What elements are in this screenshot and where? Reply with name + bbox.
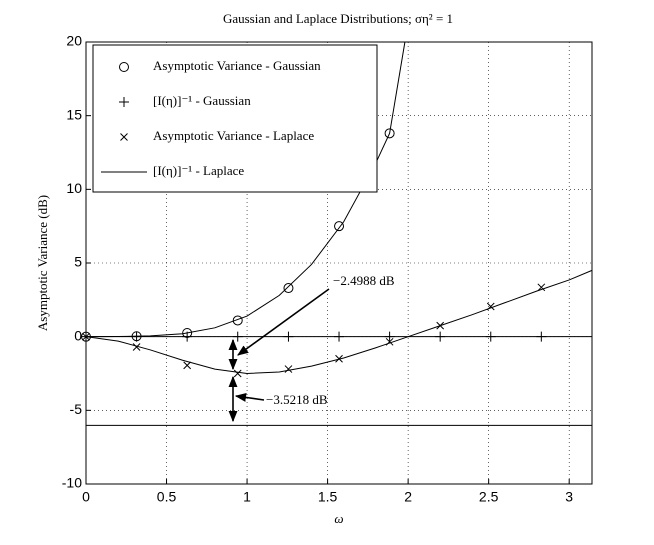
marker: [232, 331, 243, 342]
y-tick-label: 0: [74, 327, 82, 343]
plot-frame: [85, 41, 593, 485]
y-tick-label: 10: [66, 180, 82, 196]
marker: [536, 331, 547, 342]
series-line: [85, 269, 593, 375]
marker: [283, 283, 294, 294]
x-axis-label: ω: [334, 511, 343, 526]
y-tick-label: -10: [62, 475, 82, 491]
marker: [334, 331, 345, 342]
marker: [119, 97, 129, 107]
x-tick-label: 2: [404, 489, 412, 505]
y-tick-label: 5: [74, 254, 82, 270]
y-tick-label: 15: [66, 106, 82, 122]
legend-label: Asymptotic Variance - Gaussian: [153, 58, 321, 73]
x-tick-label: 3: [565, 489, 573, 505]
annotation: −3.5218 dB: [266, 392, 328, 407]
x-tick-label: 0.5: [157, 489, 177, 505]
marker: [120, 133, 128, 141]
y-axis-label: Asymptotic Variance (dB): [35, 195, 50, 331]
annotation-arrows: [228, 288, 330, 423]
marker: [537, 283, 546, 292]
marker: [284, 365, 293, 373]
marker: [283, 331, 294, 342]
legend-label: Asymptotic Variance - Laplace: [153, 128, 314, 143]
legend-label: [I(η)]⁻¹ - Laplace: [153, 163, 244, 178]
marker: [132, 343, 141, 351]
marker: [485, 331, 496, 342]
marker: [233, 369, 242, 378]
marker: [384, 128, 395, 139]
marker: [334, 221, 345, 232]
y-tick-label: -5: [70, 401, 83, 417]
arrow: [234, 392, 265, 402]
marker: [232, 315, 243, 326]
marker: [435, 331, 446, 342]
legend-label: [I(η)]⁻¹ - Gaussian: [153, 93, 251, 108]
marker: [384, 331, 395, 342]
x-tick-label: 1: [243, 489, 251, 505]
chart-title: Gaussian and Laplace Distributions; ση² …: [223, 11, 453, 26]
marker: [119, 62, 129, 72]
annotation: −2.4988 dB: [333, 273, 395, 288]
series-line: [85, 41, 406, 338]
x-tick-label: 1.5: [318, 489, 338, 505]
x-tick-label: 2.5: [479, 489, 499, 505]
y-tick-label: 20: [66, 33, 82, 49]
arrow: [237, 288, 330, 356]
legend: [92, 44, 378, 193]
marker: [183, 361, 192, 370]
x-tick-label: 0: [82, 489, 90, 505]
